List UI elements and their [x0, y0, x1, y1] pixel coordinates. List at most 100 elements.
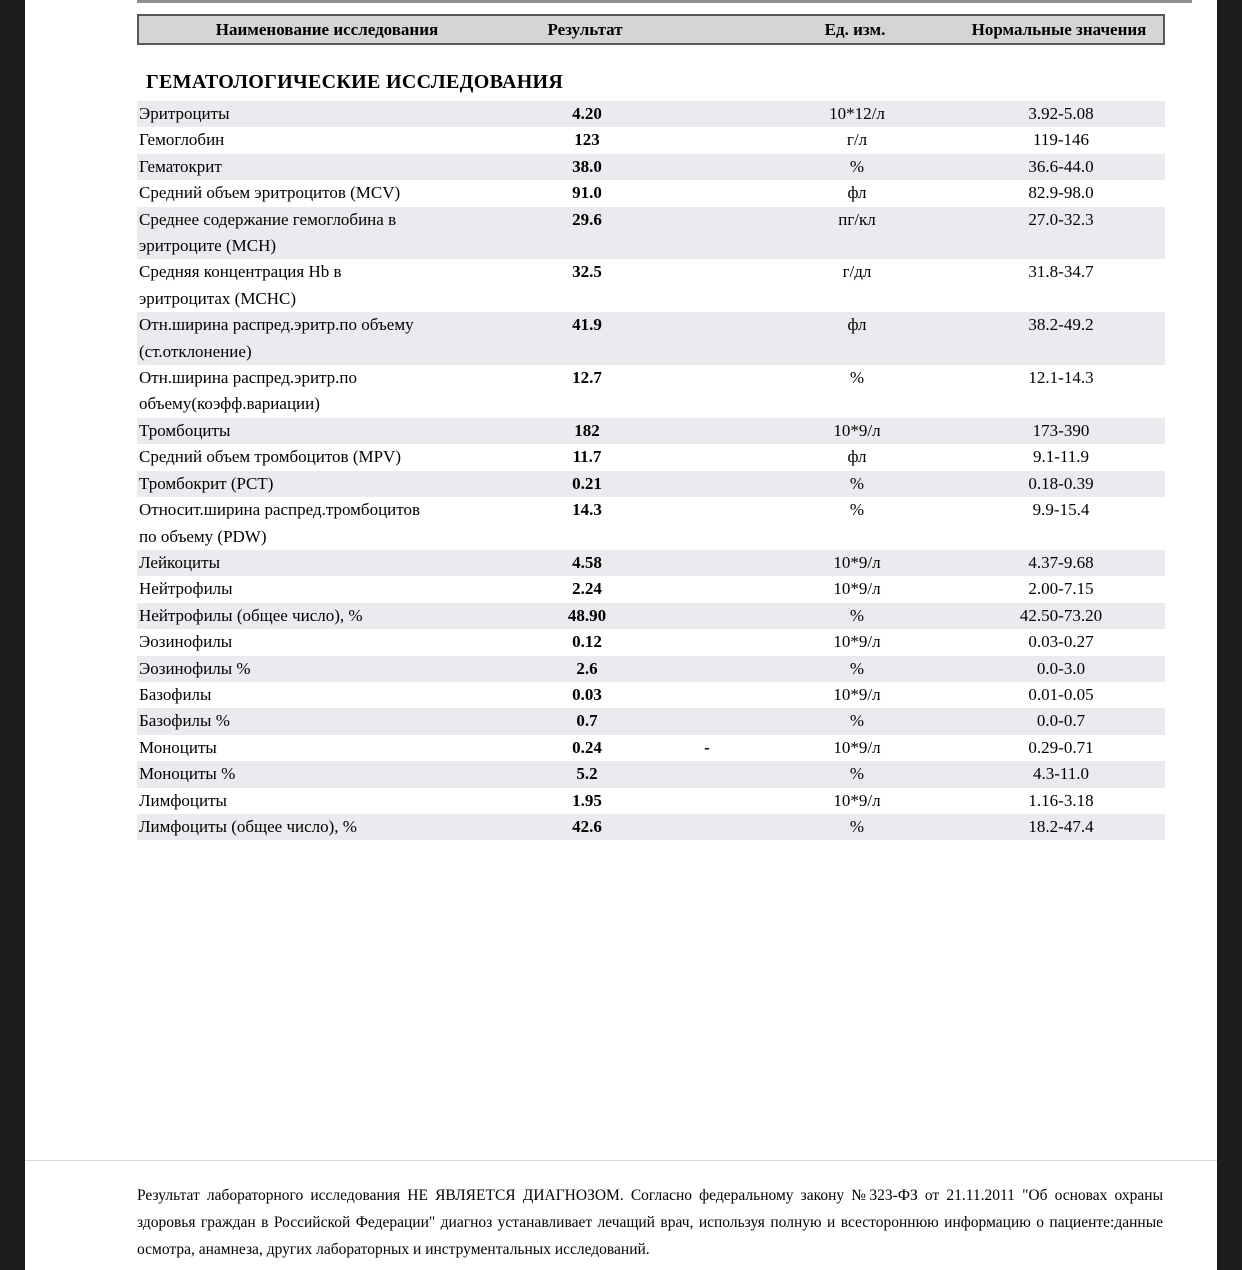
row-result-value: 29.6 [572, 209, 602, 229]
table-header-row: Наименование исследования Результат Ед. … [137, 14, 1165, 45]
row-result-value: 11.7 [572, 447, 602, 467]
left-page-edge-strip [0, 0, 25, 1270]
table-row: Отн.ширина распред.эритр.по объему (ст.от… [137, 312, 1165, 366]
row-result-value: 48.90 [567, 605, 607, 625]
results-table-body: Эритроциты 4.20 10*12/л 3.92-5.08 Гемогл… [137, 101, 1165, 841]
row-test-name: Отн.ширина распред.эритр.по объему (ст.от… [139, 315, 414, 361]
row-normal-range: 4.37-9.68 [1028, 552, 1094, 572]
table-row: Базофилы 0.03 10*9/л 0.01-0.05 [137, 682, 1165, 708]
header-units-column: Ед. изм. [824, 19, 886, 39]
row-normal-range: 0.18-0.39 [1028, 473, 1094, 493]
row-result-value: 38.0 [572, 156, 602, 176]
row-result-value: 2.6 [576, 658, 598, 678]
row-test-name: Эозинофилы % [139, 658, 251, 678]
row-result-value: 0.12 [572, 632, 602, 652]
row-normal-range: 0.29-0.71 [1028, 737, 1094, 757]
row-result-value: 123 [574, 130, 600, 150]
row-result-value: 0.7 [576, 711, 598, 731]
row-test-name: Лимфоциты (общее число), % [139, 816, 357, 836]
row-normal-range: 2.00-7.15 [1028, 579, 1094, 599]
table-row: Гематокрит 38.0 % 36.6-44.0 [137, 153, 1165, 181]
row-test-name: Эозинофилы [139, 632, 233, 652]
row-units: фл [847, 183, 867, 203]
row-normal-range: 3.92-5.08 [1028, 104, 1094, 123]
row-units: % [849, 473, 865, 493]
row-normal-range: 42.50-73.20 [1019, 605, 1103, 625]
row-units: пг/кл [838, 209, 876, 229]
row-result-value: 42.6 [572, 816, 602, 836]
row-units: 10*9/л [833, 737, 881, 757]
row-result-value: 2.24 [572, 579, 602, 599]
row-normal-range: 18.2-47.4 [1028, 816, 1094, 836]
row-test-name: Базофилы [139, 684, 212, 704]
header-result-column: Результат [547, 19, 623, 39]
row-normal-range: 31.8-34.7 [1028, 262, 1094, 282]
row-units: 10*9/л [833, 420, 881, 440]
table-row: Тромбоциты 182 10*9/л 173-390 [137, 417, 1165, 445]
row-test-name: Отн.ширина распред.эритр.по объему(коэфф.… [139, 368, 358, 414]
header-name-column: Наименование исследования [215, 19, 439, 39]
row-units: 10*9/л [833, 632, 881, 652]
row-normal-range: 82.9-98.0 [1028, 183, 1094, 203]
row-normal-range: 173-390 [1032, 420, 1090, 440]
row-units: % [849, 156, 865, 176]
row-normal-range: 9.9-15.4 [1032, 500, 1090, 520]
row-test-name: Среднее содержание гемоглобина в эритроци… [139, 209, 397, 256]
row-test-name: Лимфоциты [139, 790, 227, 810]
row-flag: - [704, 737, 710, 757]
table-row: Моноциты % 5.2 % 4.3-11.0 [137, 761, 1165, 788]
table-row: Моноциты 0.24 - 10*9/л 0.29-0.71 [137, 735, 1165, 761]
row-test-name: Нейтрофилы [139, 579, 233, 599]
row-test-name: Нейтрофилы (общее число), % [139, 605, 363, 625]
row-result-value: 0.24 [572, 737, 602, 757]
top-cropped-box-edge [137, 0, 1192, 3]
footer-separator-line [25, 1160, 1217, 1161]
row-test-name: Лейкоциты [139, 552, 220, 572]
table-row: Базофилы % 0.7 % 0.0-0.7 [137, 708, 1165, 735]
row-result-value: 0.21 [572, 473, 602, 493]
row-normal-range: 4.3-11.0 [1032, 764, 1090, 784]
row-result-value: 4.20 [572, 104, 602, 123]
row-normal-range: 12.1-14.3 [1028, 368, 1094, 388]
table-row: Средний объем эритроцитов (MCV) 91.0 фл … [137, 180, 1165, 206]
row-test-name: Тромбокрит (PCT) [139, 473, 274, 493]
row-test-name: Относит.ширина распред.тромбоцитов по объ… [139, 500, 421, 546]
row-test-name: Гематокрит [139, 156, 222, 176]
row-units: % [849, 816, 865, 836]
table-row: Эозинофилы 0.12 10*9/л 0.03-0.27 [137, 629, 1165, 655]
row-test-name: Моноциты % [139, 764, 236, 784]
row-normal-range: 27.0-32.3 [1028, 209, 1094, 229]
row-test-name: Средняя концентрация Hb в эритроцитах (MC… [139, 262, 342, 308]
row-normal-range: 119-146 [1032, 130, 1090, 150]
row-result-value: 41.9 [572, 315, 602, 335]
row-test-name: Средний объем тромбоцитов (MPV) [139, 447, 401, 467]
row-result-value: 5.2 [576, 764, 598, 784]
row-units: % [849, 500, 865, 520]
table-row: Лейкоциты 4.58 10*9/л 4.37-9.68 [137, 549, 1165, 577]
row-units: % [849, 711, 865, 731]
row-units: фл [847, 447, 867, 467]
row-result-value: 182 [574, 420, 600, 440]
row-normal-range: 0.01-0.05 [1028, 684, 1094, 704]
table-row: Гемоглобин 123 г/л 119-146 [137, 127, 1165, 153]
row-units: фл [847, 315, 867, 335]
table-row: Тромбокрит (PCT) 0.21 % 0.18-0.39 [137, 470, 1165, 498]
table-row: Нейтрофилы 2.24 10*9/л 2.00-7.15 [137, 576, 1165, 602]
row-test-name: Моноциты [139, 737, 217, 757]
row-result-value: 0.03 [572, 684, 602, 704]
row-result-value: 4.58 [572, 552, 602, 572]
row-normal-range: 0.0-0.7 [1036, 711, 1086, 731]
row-units: г/дл [842, 262, 872, 282]
table-row: Лимфоциты (общее число), % 42.6 % 18.2-4… [137, 813, 1165, 841]
table-row: Средний объем тромбоцитов (MPV) 11.7 фл … [137, 444, 1165, 470]
row-units: % [849, 605, 865, 625]
right-page-edge-strip [1217, 0, 1242, 1270]
row-units: % [849, 764, 865, 784]
row-units: 10*9/л [833, 552, 881, 572]
table-row: Среднее содержание гемоглобина в эритроци… [137, 206, 1165, 260]
row-test-name: Средний объем эритроцитов (MCV) [139, 183, 401, 203]
row-result-value: 1.95 [572, 790, 602, 810]
row-normal-range: 1.16-3.18 [1028, 790, 1094, 810]
table-row: Средняя концентрация Hb в эритроцитах (MC… [137, 259, 1165, 312]
